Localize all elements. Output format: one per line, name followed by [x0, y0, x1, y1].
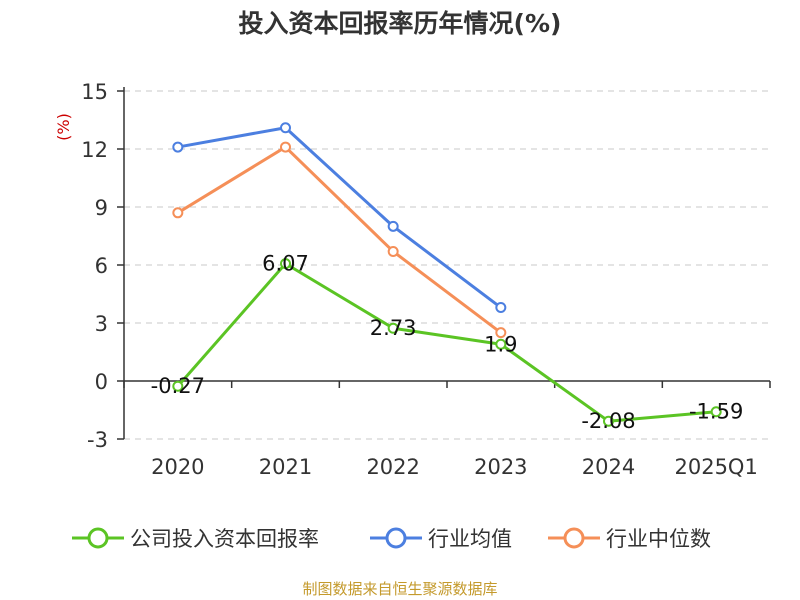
- legend-item-industry-median[interactable]: 行业中位数: [548, 520, 711, 556]
- data-point: [280, 122, 291, 134]
- x-tick-label: 2021: [259, 455, 312, 479]
- series-line: [177, 126, 502, 309]
- source-note: 制图数据来自恒生聚源数据库: [302, 580, 498, 598]
- legend-label: 行业中位数: [606, 527, 711, 551]
- y-tick-label: 6: [95, 254, 108, 278]
- data-point: [495, 338, 507, 350]
- data-label: -0.27: [151, 374, 205, 398]
- data-label: 1.9: [484, 332, 517, 356]
- data-point: [280, 141, 291, 153]
- data-point: [387, 245, 399, 257]
- data-point: [495, 302, 507, 314]
- legend-item-company-roic[interactable]: 公司投入资本回报率: [72, 520, 319, 556]
- x-tick-label: 2020: [151, 455, 204, 479]
- y-tick-label: 3: [95, 312, 108, 336]
- data-point: [172, 380, 184, 392]
- x-tick-label: 2024: [582, 455, 635, 479]
- data-point: [603, 415, 614, 427]
- legend: 公司投入资本回报率 行业均值 行业中位数: [0, 520, 800, 556]
- data-point: [172, 207, 184, 219]
- data-point: [387, 322, 399, 334]
- data-point: [710, 406, 722, 418]
- data-point: [387, 220, 399, 232]
- x-tick-label: 2025Q1: [674, 455, 757, 479]
- legend-label: 行业均值: [428, 527, 512, 551]
- legend-line-marker-icon: [72, 527, 124, 549]
- y-tick-label: -3: [87, 428, 108, 452]
- chart-title: 投入资本回报率历年情况(%): [238, 9, 562, 38]
- data-label: -1.59: [689, 400, 743, 424]
- data-point: [495, 327, 507, 339]
- series-line: [177, 145, 502, 334]
- data-label: 6.07: [262, 252, 309, 276]
- legend-item-industry-mean[interactable]: 行业均值: [370, 520, 512, 556]
- data-label: -2.08: [581, 409, 635, 433]
- y-axis-label: (%): [54, 113, 73, 141]
- x-tick-label: 2023: [474, 455, 527, 479]
- y-tick-label: 15: [81, 80, 108, 104]
- data-point: [172, 141, 184, 153]
- y-tick-label: 12: [81, 138, 108, 162]
- legend-line-marker-icon: [370, 527, 422, 549]
- series-line: [176, 262, 717, 423]
- y-tick-label: 0: [95, 370, 108, 394]
- data-label: 2.73: [370, 316, 417, 340]
- data-point: [280, 258, 291, 270]
- y-tick-label: 9: [95, 196, 108, 220]
- legend-line-marker-icon: [548, 527, 600, 549]
- x-tick-label: 2022: [366, 455, 419, 479]
- legend-label: 公司投入资本回报率: [130, 527, 319, 551]
